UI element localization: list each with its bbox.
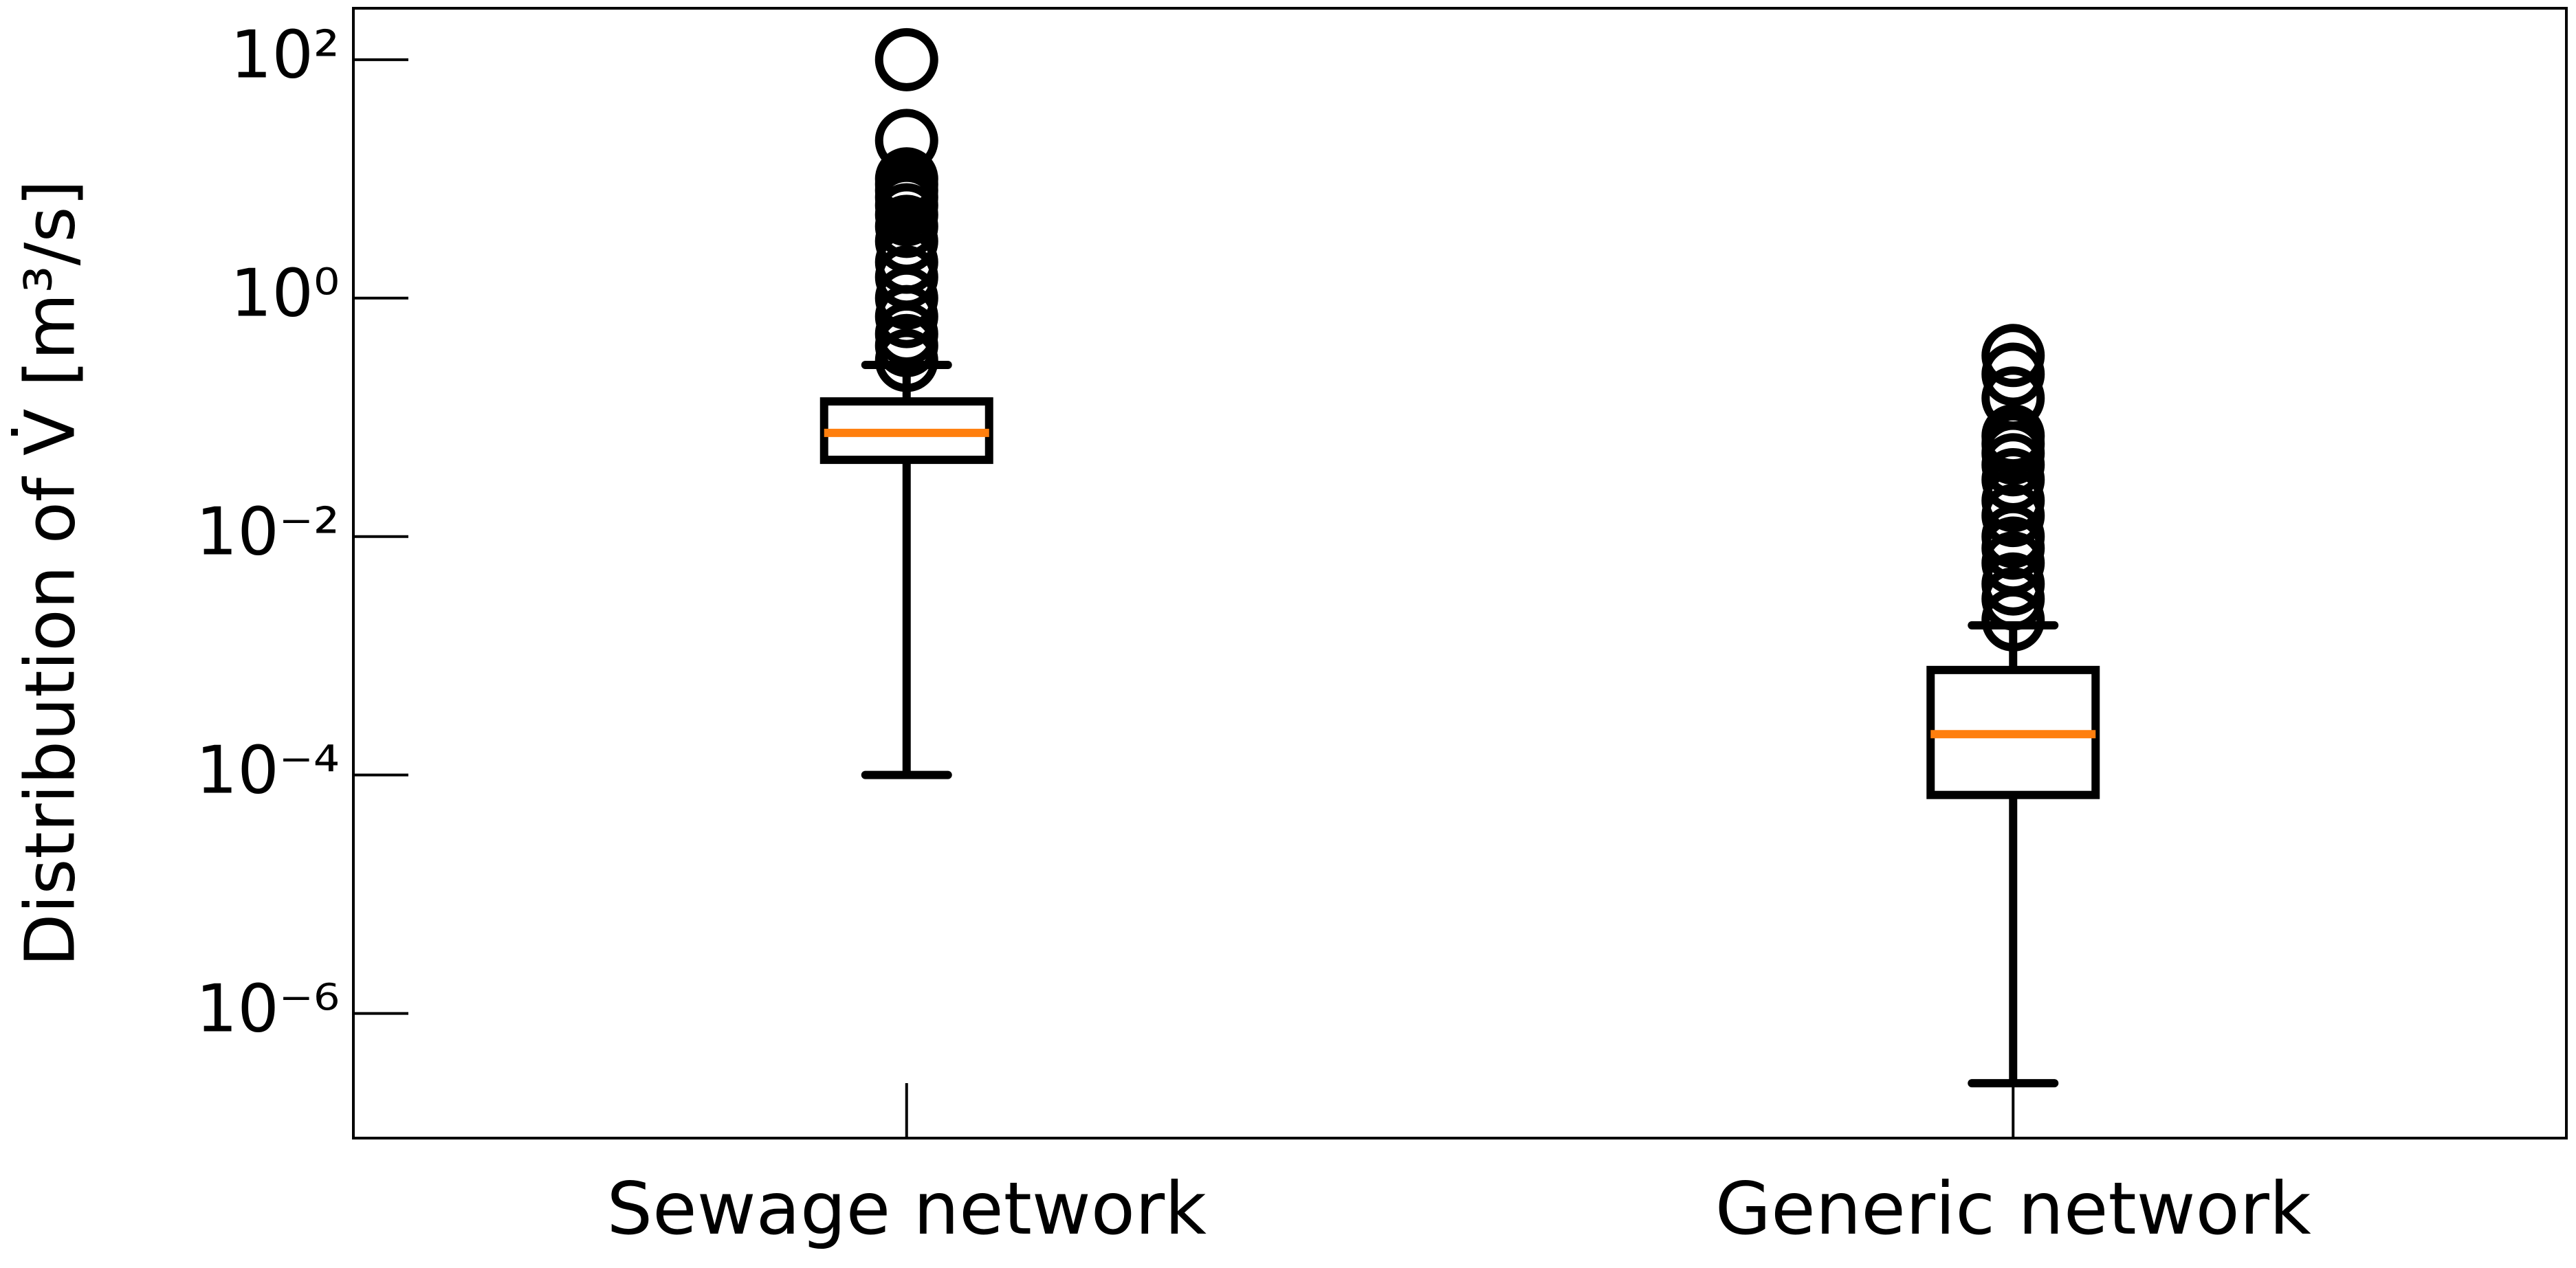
flier bbox=[1981, 342, 2045, 406]
y-tick-label: 10² bbox=[230, 18, 340, 93]
plot-frame bbox=[352, 7, 2568, 1139]
x-tick-label: Generic network bbox=[1715, 1167, 2311, 1251]
y-tick-label: 10⁰ bbox=[230, 256, 340, 332]
flier bbox=[874, 27, 938, 91]
flier bbox=[1981, 366, 2045, 430]
y-tick-label: 10⁻⁴ bbox=[196, 733, 340, 809]
flier bbox=[1981, 552, 2045, 616]
flier bbox=[1981, 324, 2045, 388]
flier bbox=[874, 109, 938, 173]
y-tick-label: 10⁻⁶ bbox=[196, 971, 340, 1047]
y-axis-label: Distribution of V̇ [m³/s] bbox=[10, 180, 90, 967]
x-tick-label: Sewage network bbox=[606, 1167, 1207, 1251]
y-tick-label: 10⁻² bbox=[196, 495, 340, 570]
flier bbox=[874, 147, 938, 211]
flier bbox=[1981, 404, 2045, 468]
